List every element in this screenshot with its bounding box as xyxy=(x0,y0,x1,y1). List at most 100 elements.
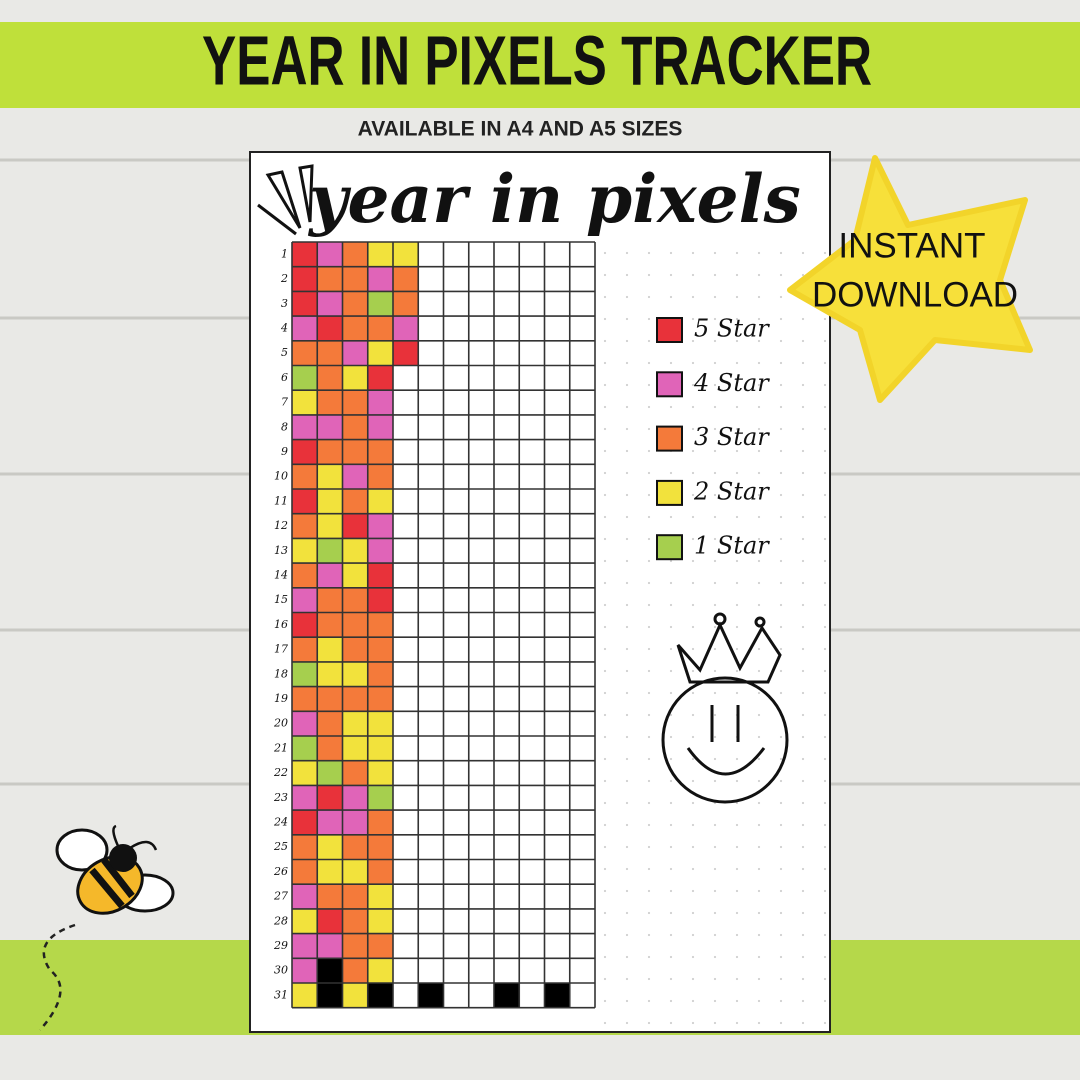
pixel-cell xyxy=(292,513,318,539)
pixel-cell xyxy=(367,884,393,909)
pixel-cell xyxy=(342,464,368,489)
pixel-cell xyxy=(292,933,318,959)
badge-line: DOWNLOAD xyxy=(812,275,1018,314)
pixel-cell xyxy=(367,316,393,341)
day-label: 3 xyxy=(281,297,288,310)
pixel-cell xyxy=(393,316,419,341)
pixel-cell xyxy=(367,908,393,934)
pixel-cell xyxy=(292,390,318,415)
pixel-cell xyxy=(367,439,393,465)
pixel-cell xyxy=(292,587,318,613)
pixel-cell xyxy=(292,983,318,1008)
day-label: 14 xyxy=(274,568,288,581)
pixel-cell xyxy=(342,958,368,983)
bee xyxy=(39,824,175,1031)
pixel-cell xyxy=(342,859,368,885)
blocked-cell xyxy=(317,958,343,983)
pixel-cell xyxy=(342,291,368,317)
day-label: 30 xyxy=(274,964,288,977)
page-heading: year in pixels xyxy=(307,160,801,238)
title-banner xyxy=(0,22,1080,108)
pixel-cell xyxy=(317,859,343,885)
pixel-cell xyxy=(367,637,393,662)
legend-swatch xyxy=(656,317,683,343)
pixel-cell xyxy=(393,266,419,292)
pixel-cell xyxy=(342,563,368,588)
legend-label: 4 Star xyxy=(693,369,770,397)
pixel-cell xyxy=(367,785,393,811)
pixel-cell xyxy=(342,736,368,761)
pixel-cell xyxy=(292,414,318,440)
day-label: 18 xyxy=(274,667,288,680)
pixel-cell xyxy=(292,464,318,489)
pixel-cell xyxy=(292,810,318,835)
pixel-cell xyxy=(342,316,368,341)
pixel-cell xyxy=(342,983,368,1008)
pixel-cell xyxy=(292,439,318,465)
pixel-cell xyxy=(342,760,368,786)
pixel-cell xyxy=(317,291,343,317)
pixel-cell xyxy=(342,834,368,860)
pixel-cell xyxy=(367,414,393,440)
day-label: 11 xyxy=(274,494,288,507)
pixel-cell xyxy=(317,637,343,662)
pixel-cell xyxy=(292,884,318,909)
day-label: 28 xyxy=(273,914,288,927)
day-label: 7 xyxy=(281,396,288,409)
pixel-cell xyxy=(367,810,393,835)
pixel-cell xyxy=(342,933,368,959)
pixel-grid: 1234567891011121314151617181920212223242… xyxy=(273,241,596,1009)
pixel-cell xyxy=(367,612,393,638)
pixel-cell xyxy=(367,464,393,489)
legend-swatch xyxy=(656,534,683,561)
pixel-cell xyxy=(367,266,393,292)
pixel-cell xyxy=(367,686,393,712)
pixel-cell xyxy=(292,242,318,267)
pixel-cell xyxy=(317,587,343,613)
day-label: 29 xyxy=(273,939,288,952)
pixel-cell xyxy=(317,785,343,811)
pixel-cell xyxy=(367,958,393,983)
pixel-cell xyxy=(367,587,393,613)
pixel-cell xyxy=(342,513,368,539)
pixel-cell xyxy=(342,884,368,909)
pixel-cell xyxy=(367,340,393,366)
day-label: 19 xyxy=(274,692,288,705)
day-label: 6 xyxy=(281,371,288,384)
legend-label: 2 Star xyxy=(693,477,770,505)
day-label: 1 xyxy=(281,247,288,260)
day-label: 9 xyxy=(281,445,288,458)
pixel-cell xyxy=(292,834,318,860)
pixel-cell xyxy=(342,587,368,613)
pixel-cell xyxy=(342,365,368,391)
pixel-cell xyxy=(317,736,343,761)
pixel-cell xyxy=(367,563,393,588)
pixel-cell xyxy=(317,439,343,465)
pixel-cell xyxy=(292,686,318,712)
day-label: 21 xyxy=(273,741,288,754)
pixel-cell xyxy=(317,390,343,415)
pixel-cell xyxy=(317,316,343,341)
pixel-cell xyxy=(317,563,343,588)
blocked-cell xyxy=(317,983,343,1008)
pixel-cell xyxy=(317,834,343,860)
day-label: 24 xyxy=(273,815,288,828)
pixel-cell xyxy=(317,686,343,712)
pixel-cell xyxy=(342,340,368,366)
day-label: 4 xyxy=(280,321,288,334)
blocked-cell xyxy=(544,983,570,1008)
legend-swatch xyxy=(656,371,683,398)
pixel-cell xyxy=(292,365,318,391)
day-label: 12 xyxy=(274,519,288,532)
pixel-cell xyxy=(317,933,343,959)
pixel-cell xyxy=(342,266,368,292)
legend-swatch xyxy=(656,425,683,452)
pixel-cell xyxy=(317,612,343,638)
day-label: 27 xyxy=(273,890,288,903)
day-label: 20 xyxy=(273,717,288,730)
pixel-cell xyxy=(342,414,368,440)
pixel-cell xyxy=(317,266,343,292)
pixel-cell xyxy=(317,661,343,687)
pixel-cell xyxy=(342,686,368,712)
blocked-cell xyxy=(367,983,393,1008)
